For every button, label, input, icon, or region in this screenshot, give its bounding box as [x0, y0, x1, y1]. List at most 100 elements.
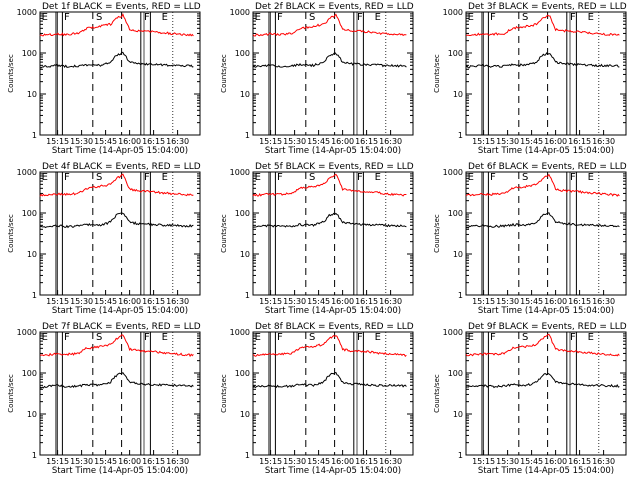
y-tick-label: 100	[448, 369, 463, 378]
chart-title: Det 5f BLACK = Events, RED = LLD	[255, 162, 414, 172]
y-tick-label: 1	[32, 451, 37, 460]
y-tick-label: 10	[240, 410, 250, 419]
period-label: E	[42, 172, 48, 183]
x-tick-label: 16:30	[379, 137, 402, 146]
lld-series-line	[466, 14, 620, 36]
period-label: S	[96, 172, 102, 183]
y-axis-label: Counts/sec	[433, 54, 441, 93]
period-label: F	[357, 172, 363, 183]
x-tick-label: 16:30	[379, 457, 402, 466]
events-series-line	[465, 212, 620, 229]
x-tick-label: 16:15	[568, 457, 591, 466]
period-label: S	[96, 332, 102, 343]
x-tick-label: 15:15	[259, 297, 282, 306]
x-tick-label: 16:15	[568, 137, 591, 146]
period-label: S	[309, 172, 315, 183]
plot-frame	[465, 11, 627, 136]
x-tick-label: 15:30	[496, 137, 519, 146]
y-tick-label: 10	[240, 90, 250, 99]
period-label: E	[42, 332, 48, 343]
events-series-line	[252, 212, 407, 228]
x-tick-label: 15:45	[520, 457, 543, 466]
period-label: E	[588, 332, 594, 343]
x-tick-label: 16:00	[544, 457, 567, 466]
period-label: F	[277, 12, 283, 23]
events-series-line	[252, 371, 407, 389]
period-label: F	[277, 332, 283, 343]
period-label: F	[570, 172, 576, 183]
y-tick-label: 100	[22, 209, 37, 218]
x-axis-label: Start Time (14-Apr-05 15:04:00)	[478, 146, 614, 156]
period-label: E	[162, 12, 168, 23]
x-tick-label: 15:45	[520, 137, 543, 146]
y-tick-label: 1000	[230, 8, 250, 17]
y-tick-label: 10	[453, 250, 463, 259]
y-axis-label: Counts/sec	[220, 54, 228, 93]
x-tick-label: 15:15	[472, 297, 495, 306]
x-axis-label: Start Time (14-Apr-05 15:04:00)	[478, 466, 614, 476]
x-tick-label: 15:30	[283, 297, 306, 306]
x-tick-label: 16:00	[118, 457, 141, 466]
y-tick-label: 1000	[443, 168, 463, 177]
lld-series-line	[252, 13, 407, 37]
x-tick-label: 16:15	[142, 137, 165, 146]
y-tick-label: 100	[448, 209, 463, 218]
period-label: F	[357, 12, 363, 23]
period-label: F	[144, 12, 150, 23]
x-tick-label: 16:00	[544, 297, 567, 306]
events-series-line	[252, 51, 407, 68]
y-tick-label: 1000	[443, 8, 463, 17]
x-tick-label: 16:15	[142, 457, 165, 466]
y-axis-label: Counts/sec	[7, 54, 15, 93]
chart-title: Det 8f BLACK = Events, RED = LLD	[255, 322, 414, 332]
period-label: E	[255, 332, 261, 343]
y-axis-label: Counts/sec	[220, 214, 228, 253]
period-label: F	[490, 332, 496, 343]
plot-frame	[39, 171, 201, 296]
x-tick-label: 16:30	[592, 137, 615, 146]
period-label: E	[162, 332, 168, 343]
y-tick-label: 100	[22, 49, 37, 58]
y-tick-label: 1000	[17, 8, 37, 17]
y-tick-label: 100	[235, 369, 250, 378]
y-tick-label: 1	[458, 131, 463, 140]
x-tick-label: 15:30	[283, 457, 306, 466]
y-tick-label: 100	[22, 369, 37, 378]
x-tick-label: 15:45	[520, 297, 543, 306]
period-label: E	[468, 12, 474, 23]
y-tick-label: 1000	[443, 328, 463, 337]
y-tick-label: 1000	[230, 328, 250, 337]
chart-title: Det 9f BLACK = Events, RED = LLD	[468, 322, 627, 332]
x-tick-label: 15:45	[307, 137, 330, 146]
x-tick-label: 15:15	[472, 457, 495, 466]
x-tick-label: 16:00	[118, 297, 141, 306]
y-axis-label: Counts/sec	[220, 374, 228, 413]
chart-title: Det 4f BLACK = Events, RED = LLD	[42, 162, 201, 172]
lld-series-line	[252, 173, 407, 197]
x-tick-label: 15:30	[496, 457, 519, 466]
x-tick-label: 15:15	[259, 457, 282, 466]
chart-title: Det 7f BLACK = Events, RED = LLD	[42, 322, 201, 332]
period-label: S	[96, 12, 102, 23]
period-label: E	[255, 12, 261, 23]
y-tick-label: 1	[32, 291, 37, 300]
x-tick-label: 16:00	[544, 137, 567, 146]
y-tick-label: 1000	[17, 328, 37, 337]
y-tick-label: 100	[235, 49, 250, 58]
x-axis-label: Start Time (14-Apr-05 15:04:00)	[52, 146, 188, 156]
period-label: E	[468, 172, 474, 183]
y-tick-label: 1	[458, 291, 463, 300]
lld-series-line	[39, 13, 194, 37]
x-tick-label: 15:15	[46, 457, 69, 466]
x-tick-label: 15:45	[307, 457, 330, 466]
lld-series-line	[252, 334, 407, 357]
x-tick-label: 16:00	[118, 137, 141, 146]
x-tick-label: 16:00	[331, 137, 354, 146]
x-axis-label: Start Time (14-Apr-05 15:04:00)	[265, 306, 401, 316]
period-label: S	[522, 172, 528, 183]
x-tick-label: 16:15	[142, 297, 165, 306]
chart-title: Det 1f BLACK = Events, RED = LLD	[42, 2, 201, 12]
